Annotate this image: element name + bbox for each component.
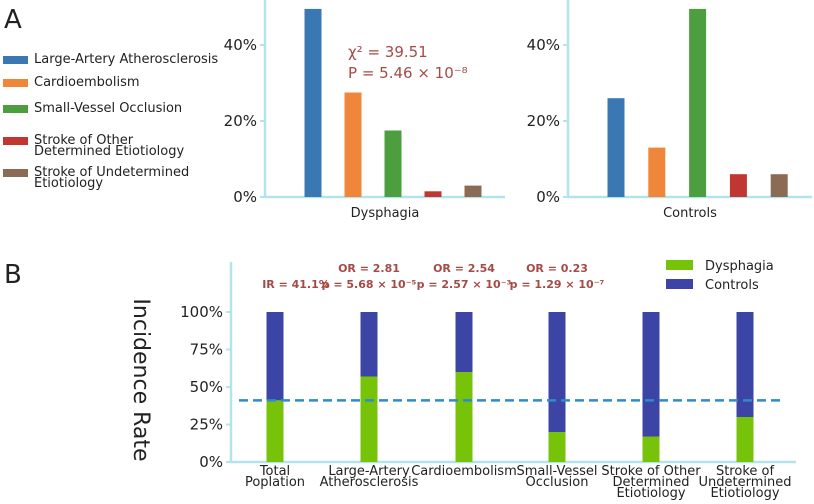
legend-a-label: Small-Vessel Occlusion [34,101,182,116]
bar [607,98,625,197]
panel-a-legend: Large-Artery Atherosclerosis Cardioemboli… [3,52,218,191]
stacked-bar-segment [266,312,284,401]
bar-annotation: OR = 0.23 [526,262,588,275]
legend-a-swatch [3,79,28,87]
bar [424,191,442,197]
bar-annotation: p = 2.57 × 10⁻³ [417,278,512,291]
stacked-bar-segment [642,436,660,462]
legend-a-label: Cardioembolism [34,75,140,90]
bar-annotation: OR = 2.54 [433,262,495,275]
legend-a-label: Etiotiology [34,176,103,191]
x-tick-label: Occlusion [526,475,589,490]
x-tick-label: Undetermined [699,475,792,490]
stacked-bar-segment [548,312,566,432]
x-tick-label: Determined [613,475,690,490]
controls-subtype-chart: 0% 20% 40% Controls [527,0,812,221]
x-tick-label: Small-Vessel [516,464,597,479]
bar [344,92,362,197]
bar [304,8,322,198]
stacked-bar-segment [642,312,660,437]
panel-b-letter: B [4,260,22,290]
legend-b-label: Controls [705,278,759,293]
legend-b-swatch [666,260,693,270]
stacked-bar-segment [266,400,284,462]
stacked-bar-segment [360,376,378,462]
bar-annotation: p = 5.68 × 10⁻⁵ [322,278,417,291]
y-tick-label: 0% [233,188,257,206]
bar [648,147,666,197]
legend-a-label: Large-Artery Atherosclerosis [34,52,218,67]
x-tick-label: Stroke of [716,464,775,479]
x-tick-label: Etiotiology [616,486,685,501]
y-tick-label: 25% [190,416,223,434]
stacked-bar-segment [736,312,754,417]
y-tick-label: 100% [180,303,223,321]
y-tick-label: 40% [224,36,257,54]
y-tick-label: 50% [190,378,223,396]
legend-a-label: Determined Etiotiology [34,144,184,159]
y-tick-label: 20% [224,112,257,130]
y-tick-label: 75% [190,341,223,359]
x-axis-title: Dysphagia [351,206,420,221]
bar-annotation: OR = 2.81 [338,262,400,275]
stacked-bar-segment [548,432,566,462]
bar-annotation: p = 1.29 × 10⁻⁷ [510,278,605,291]
legend-b-swatch [666,279,693,289]
legend-a-swatch [3,105,28,113]
x-tick-label: Etiotiology [710,486,779,501]
x-tick-label: Large-Artery [328,464,410,479]
y-tick-label: 20% [527,112,560,130]
bar-annotation: IR = 41.1% [262,278,330,291]
x-tick-label: Poplation [245,475,305,490]
x-tick-label: Atherosclerosis [320,475,419,490]
bar [464,185,482,197]
stacked-bar-segment [736,417,754,462]
legend-a-label: Stroke of Undetermined [34,165,189,180]
panel-b-y-axis-title: Incidence Rate [128,298,153,461]
y-tick-label: 0% [536,188,560,206]
bar [689,8,707,198]
bar [770,174,788,197]
x-tick-label: Total [259,464,290,479]
legend-a-label: Stroke of Other [34,133,134,148]
x-axis-title: Controls [663,206,717,221]
panel-a-letter: A [4,5,22,35]
legend-b-label: Dysphagia [705,259,774,274]
legend-a-swatch [3,169,28,177]
y-tick-label: 40% [527,36,560,54]
stacked-bar-segment [360,312,378,377]
chi-square-stat: χ² = 39.51 [348,43,428,61]
bar [384,130,402,197]
stacked-bar-segment [455,312,473,372]
y-tick-label: 0% [199,453,223,471]
stacked-bar-segment [455,372,473,462]
x-tick-label: Stroke of Other [601,464,701,479]
dysphagia-subtype-chart: 0% 20% 40% Dysphagia [224,0,505,221]
panel-b-legend: Dysphagia Controls [666,259,774,293]
x-tick-label: Cardioembolism [411,464,517,479]
p-value-stat: P = 5.46 × 10⁻⁸ [348,64,468,82]
legend-a-swatch [3,137,28,145]
legend-a-swatch [3,56,28,64]
bar [729,174,747,197]
